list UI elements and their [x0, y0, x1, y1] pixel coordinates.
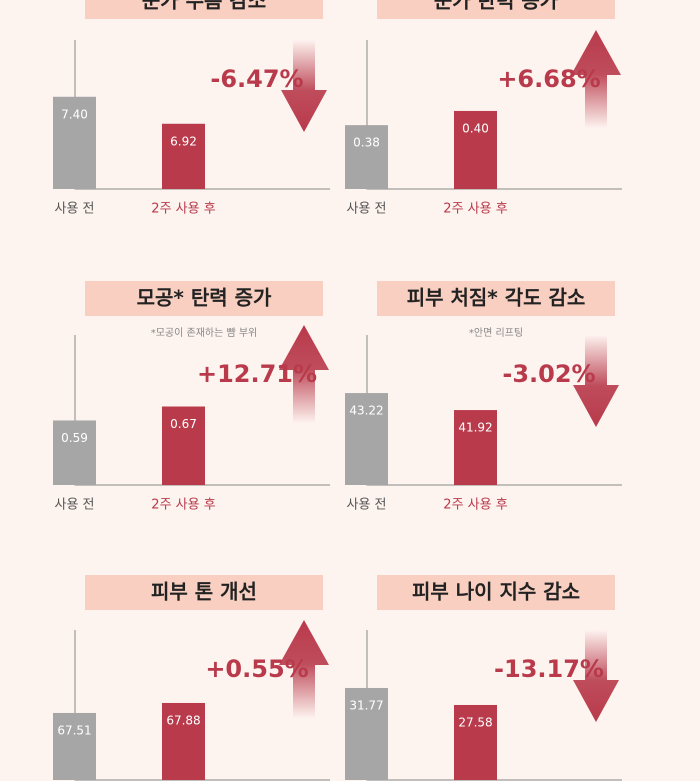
bar [162, 406, 205, 485]
chart-title: 피부 처짐* 각도 감소 [407, 286, 586, 310]
category-label: 2주 사용 후 [443, 202, 507, 217]
category-label: 2주 사용 후 [443, 498, 507, 513]
arrow-up [279, 620, 329, 718]
bar [345, 125, 388, 189]
bar [53, 96, 96, 189]
value-label: 27.58 [458, 715, 492, 729]
value-label: 7.40 [61, 107, 88, 121]
change-annotation: +12.71% [197, 360, 317, 388]
bar [345, 393, 388, 485]
bar [345, 687, 388, 780]
title-box [85, 575, 323, 610]
value-label: 41.92 [458, 421, 492, 435]
arrow-up [571, 30, 621, 128]
value-label: 67.88 [166, 713, 200, 727]
value-label: 0.38 [353, 136, 380, 150]
bar [454, 704, 497, 780]
value-label: 0.40 [462, 121, 489, 135]
value-label: 0.67 [170, 417, 197, 431]
title-box [85, 281, 323, 316]
change-annotation: +0.55% [205, 655, 308, 683]
category-label: 사용 전 [54, 498, 94, 513]
bar [53, 420, 96, 485]
category-label: 사용 전 [346, 498, 386, 513]
title-box [377, 575, 615, 610]
value-label: 43.22 [349, 404, 383, 418]
value-label: 31.77 [349, 698, 383, 712]
bar [454, 110, 497, 189]
chart-title: 피부 톤 개선 [151, 580, 257, 604]
arrow-down [573, 630, 619, 722]
bar [162, 123, 205, 189]
chart-title: 피부 나이 지수 감소 [412, 580, 580, 604]
change-annotation: +6.68% [497, 65, 600, 93]
change-annotation: -13.17% [494, 655, 604, 683]
value-label: 0.59 [61, 431, 88, 445]
chart-title: 모공* 탄력 증가 [137, 286, 272, 310]
chart-note: *안면 리프팅 [469, 327, 523, 339]
title-box [377, 0, 615, 19]
arrow-up [279, 325, 329, 423]
category-label: 사용 전 [346, 202, 386, 217]
value-label: 6.92 [170, 134, 197, 148]
change-annotation: -3.02% [502, 360, 595, 388]
bar [53, 712, 96, 780]
value-label: 67.51 [57, 723, 91, 737]
arrow-down [281, 40, 327, 132]
arrow-down [573, 335, 619, 427]
chart-note: *모공이 존재하는 뺨 부위 [151, 326, 258, 339]
category-label: 2주 사용 후 [151, 202, 215, 217]
title-box [377, 281, 615, 316]
chart-title: 눈가 주름 감소 [142, 0, 266, 13]
category-label: 2주 사용 후 [151, 498, 215, 513]
bar [454, 410, 497, 485]
chart-title: 눈가 탄력 증가 [434, 0, 559, 13]
title-box [85, 0, 323, 19]
category-label: 사용 전 [54, 202, 94, 217]
change-annotation: -6.47% [210, 65, 303, 93]
bar [162, 702, 205, 780]
